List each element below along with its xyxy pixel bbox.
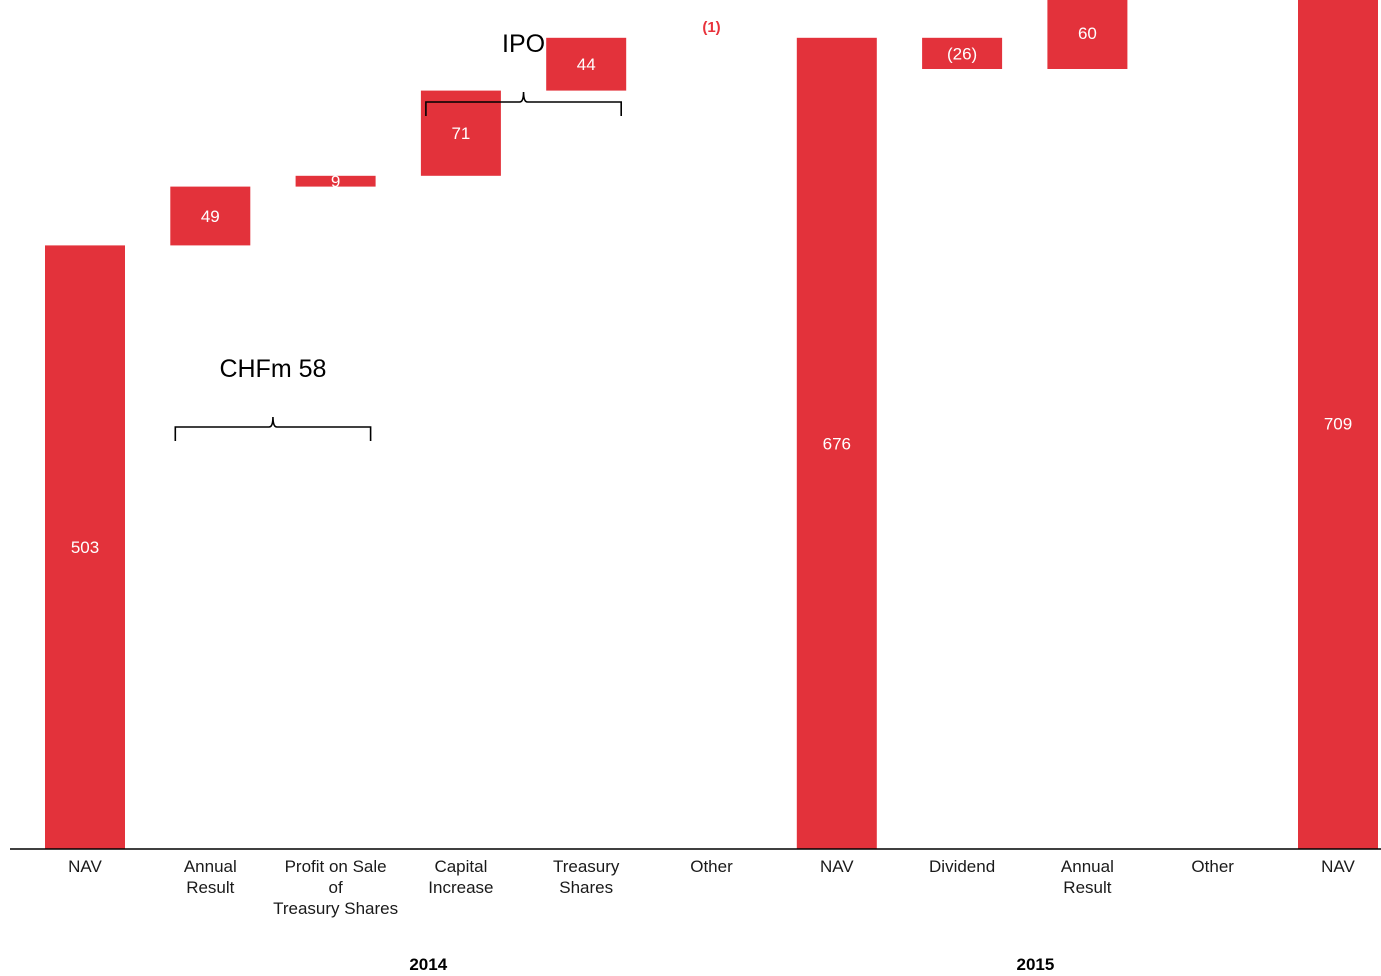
bracket-0: [174, 416, 372, 441]
category-label-5: Other: [690, 857, 733, 876]
bar-10: [1298, 0, 1378, 849]
bar-0: [45, 245, 125, 849]
bracket-label-0: CHFm 58: [219, 355, 326, 383]
data-label-4: 44: [577, 55, 596, 74]
data-label-3: 71: [451, 124, 470, 143]
bar-2: [295, 175, 376, 187]
data-label-8: 60: [1078, 24, 1097, 43]
category-label-0: NAV: [68, 857, 102, 876]
bar-7: [922, 37, 1003, 69]
category-label-3: Capital Increase: [428, 857, 493, 897]
year-label-2015: 2015: [1016, 955, 1054, 974]
data-label-1: 49: [201, 207, 220, 226]
category-label-6: NAV: [820, 857, 854, 876]
data-label-5: (1): [702, 19, 720, 36]
category-label-7: Dividend: [929, 857, 995, 876]
category-label-8: Annual Result: [1061, 857, 1114, 897]
bar-6: [796, 37, 877, 850]
category-label-4: Treasury Shares: [553, 857, 620, 897]
category-label-10: NAV: [1321, 857, 1355, 876]
category-label-1: Annual Result: [184, 857, 237, 897]
category-label-9: Other: [1191, 857, 1234, 876]
bracket-label-1: IPO: [502, 30, 545, 58]
category-label-2: Profit on Sale of Treasury Shares: [273, 857, 398, 918]
bar-1: [170, 186, 251, 246]
data-label-6: 676: [823, 434, 851, 453]
bar-8: [1047, 0, 1128, 69]
bar-4: [546, 37, 627, 91]
bracket-1: [425, 91, 622, 116]
data-label-10: 709: [1324, 415, 1352, 434]
data-label-0: 503: [71, 538, 99, 557]
year-label-2014: 2014: [409, 955, 447, 974]
data-label-7: (26): [947, 44, 977, 63]
data-label-2: 9: [331, 172, 340, 191]
bar-3: [420, 90, 501, 176]
